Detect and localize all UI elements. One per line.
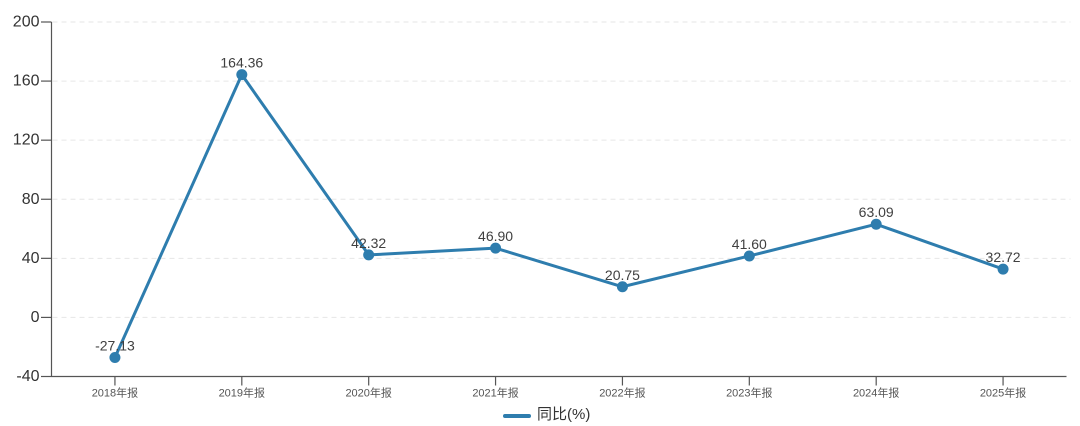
x-axis-label: 2025年报 (980, 386, 1026, 400)
legend-label: 同比(%) (537, 406, 591, 423)
y-axis-label: 200 (13, 14, 40, 31)
data-point[interactable] (997, 263, 1009, 275)
y-axis-label: 80 (22, 191, 40, 208)
x-axis-label: 2022年报 (599, 386, 645, 400)
legend-item[interactable]: 同比(%) (503, 406, 590, 424)
y-axis-label: 120 (13, 132, 40, 149)
data-point[interactable] (363, 249, 375, 261)
data-point-label: 164.36 (220, 55, 263, 71)
y-axis-label: 160 (13, 73, 40, 90)
series-line (113, 73, 1005, 359)
data-point-label: 42.32 (351, 235, 386, 251)
x-axis-label: 2018年报 (92, 386, 138, 400)
data-point-label: -27.13 (95, 337, 135, 353)
x-axis-label: 2019年报 (219, 386, 265, 400)
data-point[interactable] (616, 281, 628, 293)
data-point-label: 46.90 (478, 228, 513, 244)
x-axis-label: 2020年报 (345, 386, 391, 400)
x-axis-label: 2024年报 (853, 386, 899, 400)
data-point-label: 63.09 (859, 204, 894, 220)
data-point[interactable] (743, 250, 755, 262)
y-axis-label: -40 (16, 368, 39, 385)
data-point-label: 41.60 (732, 236, 767, 252)
data-point-label: 32.72 (986, 249, 1021, 265)
data-point[interactable] (870, 218, 882, 230)
data-point[interactable] (490, 242, 502, 254)
data-point[interactable] (109, 351, 121, 363)
y-axis-label: 0 (31, 309, 40, 326)
x-axis-label: 2021年报 (472, 386, 518, 400)
x-axis-label: 2023年报 (726, 386, 772, 400)
data-point[interactable] (236, 69, 248, 81)
legend-line-icon (503, 413, 531, 418)
data-point-label: 20.75 (605, 267, 640, 283)
y-axis-label: 40 (22, 250, 40, 267)
